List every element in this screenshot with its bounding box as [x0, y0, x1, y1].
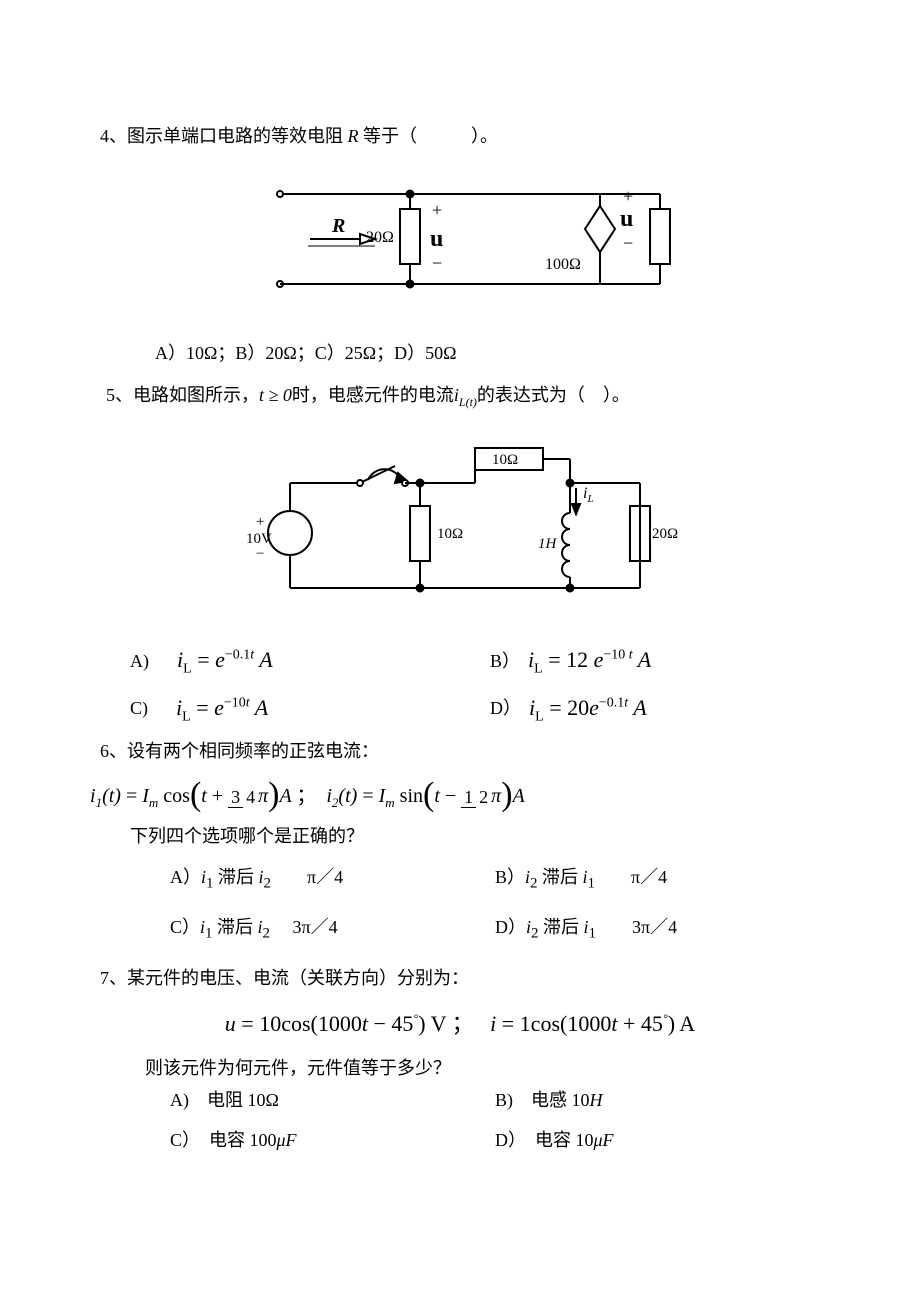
- q4-fig-R1: 20Ω: [366, 229, 394, 246]
- q6-stem2: 下列四个选项哪个是正确的？: [130, 820, 820, 852]
- q7-optD: D） 电容 10μF: [495, 1124, 820, 1156]
- q6-stem1: 6、设有两个相同频率的正弦电流：: [100, 735, 820, 767]
- q4: 4、图示单端口电路的等效电阻 R 等于（ ）。: [100, 120, 820, 369]
- q7-optC: C） 电容 100μF: [170, 1124, 495, 1156]
- q5-optA-label: A): [130, 645, 149, 677]
- q6-optD: D）i2 滞后 i1 3π／4: [495, 911, 820, 948]
- q6-opts-row1: A）i1 滞后 i2 π／4 B）i2 滞后 i1 π／4: [170, 861, 820, 898]
- q6-eqs: i1(t) = Im cos(t + 34π)A ； i2(t) = Im si…: [90, 778, 820, 814]
- q6-optA: A）i1 滞后 i2 π／4: [170, 861, 495, 898]
- q6-optA-phase: π／4: [307, 867, 343, 887]
- q5-number: 5、: [106, 385, 133, 405]
- q6-optD-phase: 3π／4: [632, 917, 677, 937]
- q5-vminus: −: [256, 546, 264, 562]
- q6-optB-phase: π／4: [631, 867, 667, 887]
- q6-optC-label: C）: [170, 917, 200, 937]
- q5-rright: 20Ω: [652, 526, 678, 542]
- q4-stem: 4、图示单端口电路的等效电阻 R 等于（ ）。: [100, 120, 820, 152]
- q5-vplus: +: [256, 514, 264, 530]
- q4-fig-uplus: +: [432, 200, 442, 220]
- q5-rtop: 10Ω: [492, 452, 518, 468]
- q7-opts-row1: A) 电阻 10Ω B) 电感 10H: [170, 1084, 820, 1116]
- q6-stem1-txt: 设有两个相同频率的正弦电流：: [127, 741, 379, 761]
- q4-R: R: [348, 126, 359, 146]
- q4-circuit-svg: R 20Ω + u − 100Ω + u −: [240, 164, 680, 314]
- q5-figure: + 10V − 10Ω 10Ω 1H 20Ω iL: [100, 428, 820, 628]
- q5-iL-sub: L: [586, 493, 593, 505]
- q5-optD-label: D）: [490, 692, 521, 724]
- q7-opts-row2: C） 电容 100μF D） 电容 10μF: [170, 1124, 820, 1156]
- q7-number: 7、: [100, 968, 127, 988]
- q4-fig-dminus: −: [623, 233, 633, 253]
- q4-opts: A）10Ω；B）20Ω；C）25Ω；D）50Ω: [155, 337, 820, 369]
- q4-fig-uminus: −: [432, 253, 442, 273]
- q6-opts-row2: C）i1 滞后 i2 3π／4 D）i2 滞后 i1 3π／4: [170, 911, 820, 948]
- q4-figure: R 20Ω + u − 100Ω + u −: [100, 164, 820, 324]
- q4-fig-R2: 100Ω: [545, 256, 581, 273]
- q5-optC: C) iL = e−10t A: [130, 688, 460, 730]
- q5-stem-b: 时，电感元件的电流: [292, 385, 454, 405]
- q5-opts: A) iL = e−0.1t A B） iL = 12 e−10 t A C) …: [100, 640, 820, 729]
- q4-number: 4、: [100, 126, 127, 146]
- q5-stem-c: 的表达式为（ ）。: [477, 385, 630, 405]
- q6-optD-label: D）: [495, 917, 526, 937]
- q7-eqs: u = 10cos(1000t − 45°) V ； i = 1cos(1000…: [100, 1004, 820, 1044]
- q4-fig-du: u: [620, 206, 633, 232]
- q7-stem2: 则该元件为何元件，元件值等于多少？: [145, 1052, 820, 1084]
- q5-optB: B） iL = 12 e−10 t A: [490, 640, 820, 682]
- q7-stem1-txt: 某元件的电压、电流（关联方向）分别为：: [127, 968, 469, 988]
- q7-optC-label: C）: [170, 1130, 191, 1150]
- q6: 6、设有两个相同频率的正弦电流： i1(t) = Im cos(t + 34π)…: [100, 735, 820, 947]
- q5-optD: D） iL = 20e−0.1t A: [490, 688, 820, 730]
- q5-L: 1H: [538, 536, 558, 552]
- q6-optC-phase: 3π／4: [293, 917, 338, 937]
- q5-circuit-svg: + 10V − 10Ω 10Ω 1H 20Ω iL: [240, 428, 680, 618]
- q6-number: 6、: [100, 741, 127, 761]
- q7: 7、某元件的电压、电流（关联方向）分别为： u = 10cos(1000t − …: [100, 962, 820, 1157]
- q5-stem: 5、电路如图所示，t ≥ 0时，电感元件的电流iL(t)的表达式为（ ）。: [106, 379, 820, 416]
- q7-optA: A) 电阻 10Ω: [170, 1084, 495, 1116]
- q6-optC: C）i1 滞后 i2 3π／4: [170, 911, 495, 948]
- q5-stem-a: 电路如图所示，: [133, 385, 259, 405]
- q5-iLsub: L(t): [459, 395, 477, 409]
- q6-optB-label: B）: [495, 867, 525, 887]
- q5-texpr: t ≥ 0: [259, 385, 292, 405]
- q6-optA-label: A）: [170, 867, 201, 887]
- q6-optB: B）i2 滞后 i1 π／4: [495, 861, 820, 898]
- q4-fig-R: R: [331, 215, 345, 237]
- q7-optB-label: B): [495, 1090, 513, 1110]
- q7-optB: B) 电感 10H: [495, 1084, 820, 1116]
- q7-stem1: 7、某元件的电压、电流（关联方向）分别为：: [100, 962, 820, 994]
- q7-optD-label: D）: [495, 1130, 517, 1150]
- q4-fig-dplus: +: [623, 186, 633, 206]
- q5-optC-label: C): [130, 692, 148, 724]
- q4-stem-post: 等于（ ）。: [359, 126, 499, 146]
- q5-optB-label: B）: [490, 645, 520, 677]
- q7-optA-label: A): [170, 1090, 189, 1110]
- q5-vval: 10V: [246, 531, 272, 547]
- svg-text:iL: iL: [583, 485, 594, 505]
- q5: 5、电路如图所示，t ≥ 0时，电感元件的电流iL(t)的表达式为（ ）。: [100, 379, 820, 729]
- q5-rleft: 10Ω: [437, 526, 463, 542]
- q4-fig-u: u: [430, 226, 443, 252]
- q5-optA: A) iL = e−0.1t A: [130, 640, 460, 682]
- q4-stem-pre: 图示单端口电路的等效电阻: [127, 126, 348, 146]
